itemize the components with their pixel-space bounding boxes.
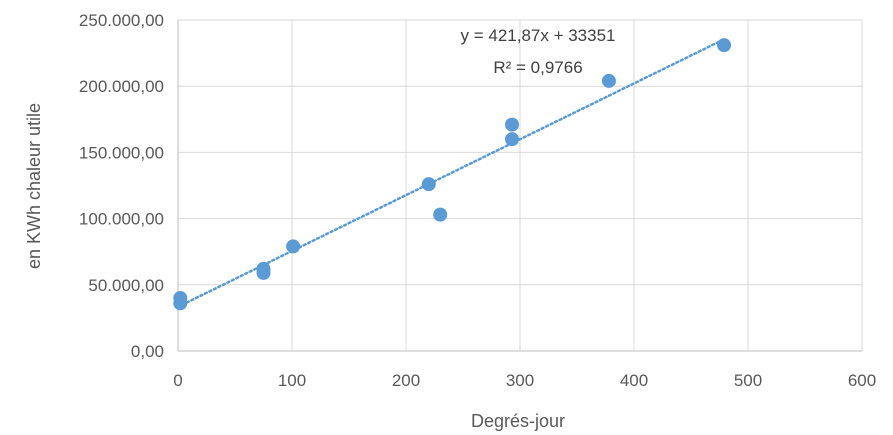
trendline-equation: y = 421,87x + 33351 [460,26,615,45]
x-tick-label: 0 [173,371,182,390]
y-tick-labels: 0,00 50.000,00 100.000,00 150.000,00 200.000… [79,11,164,361]
y-tick-label: 50.000,00 [88,276,164,295]
x-tick-label: 100 [278,371,306,390]
x-tick-label: 600 [848,371,876,390]
data-point [256,265,271,280]
data-point [433,207,448,222]
x-tick-label: 400 [620,371,648,390]
y-tick-label: 150.000,00 [79,143,164,162]
x-axis-title: Degrés-jour [471,411,565,431]
x-tick-label: 200 [392,371,420,390]
data-point [421,177,436,192]
trendline-r-squared: R² = 0,9766 [493,58,582,77]
data-point [717,38,732,53]
data-point [505,132,520,147]
x-tick-label: 300 [506,371,534,390]
y-tick-label: 200.000,00 [79,77,164,96]
trendline [176,37,727,309]
trendline-path [176,37,727,309]
y-tick-label: 100.000,00 [79,210,164,229]
data-point [601,73,616,88]
data-points [173,38,732,311]
y-axis-title: en KWh chaleur utile [24,103,44,269]
x-tick-labels: 0 100 200 300 400 500 600 [173,371,876,390]
data-point [286,239,301,254]
grid-lines-vertical [291,20,863,351]
y-tick-label: 0,00 [131,342,164,361]
data-point [505,117,520,132]
y-tick-label: 250.000,00 [79,11,164,30]
data-point [173,296,188,311]
x-tick-label: 500 [734,371,762,390]
